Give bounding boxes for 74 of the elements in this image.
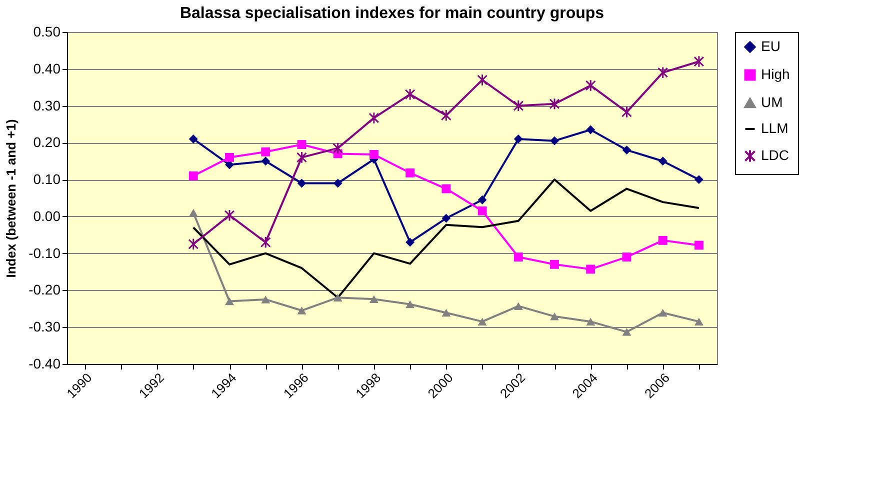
point [442,214,451,223]
point [514,134,523,144]
point [658,156,668,166]
point [478,318,487,326]
point [296,151,307,164]
legend-label: High [761,66,790,82]
y-tick-label: 0.40 [33,60,61,76]
point [442,308,451,317]
y-tick-label: -0.40 [28,356,61,372]
y-tick-label: 0.00 [33,208,61,224]
y-tick-label: -0.20 [28,282,61,298]
point [585,79,596,92]
point [550,136,559,146]
legend-label: EU [761,38,780,54]
point [477,74,488,86]
point [658,308,668,317]
point [406,300,415,308]
point [694,240,704,250]
legend-label: UM [761,94,783,110]
point [188,134,198,144]
point [550,260,559,269]
point [478,195,487,204]
legend-label: LLM [761,120,788,136]
point [622,252,632,262]
point [188,208,198,217]
point [549,98,560,110]
point [261,296,270,304]
point [442,184,451,194]
point [297,140,306,149]
point [297,178,306,188]
point [261,156,270,166]
point [260,236,271,248]
y-tick-label: 0.30 [33,97,61,114]
point [369,295,378,303]
point [514,252,523,262]
point [513,100,524,112]
point [622,106,632,118]
point [586,318,596,326]
point [478,206,487,216]
point [694,55,704,68]
point [188,238,199,250]
point [622,146,632,155]
point [225,152,234,162]
point [333,294,342,302]
y-tick-label: 0.20 [33,134,61,150]
point [658,236,668,245]
y-tick-label: -0.10 [28,244,61,261]
point [406,168,415,178]
point [550,312,559,320]
point [224,209,235,222]
point [622,328,632,336]
point [188,171,198,180]
point [332,142,344,154]
y-tick-label: 0.10 [33,171,61,188]
point [404,88,416,100]
point [586,125,596,134]
chart-title: Balassa specialisation indexes for main country groups [180,5,604,22]
point [297,306,306,314]
point [586,264,596,274]
point [406,238,415,247]
point [658,66,668,79]
point [440,109,452,122]
y-tick-label: -0.30 [28,318,61,335]
point [514,302,523,310]
point [694,175,704,184]
legend-label: LDC [761,147,790,163]
point [369,150,378,159]
point [694,318,704,326]
point [225,297,234,306]
point [368,112,380,124]
y-tick-label: 0.50 [33,24,61,40]
y-axis-title: Index (between -1 and +1) [4,119,19,278]
point [261,147,270,156]
point [333,178,342,188]
